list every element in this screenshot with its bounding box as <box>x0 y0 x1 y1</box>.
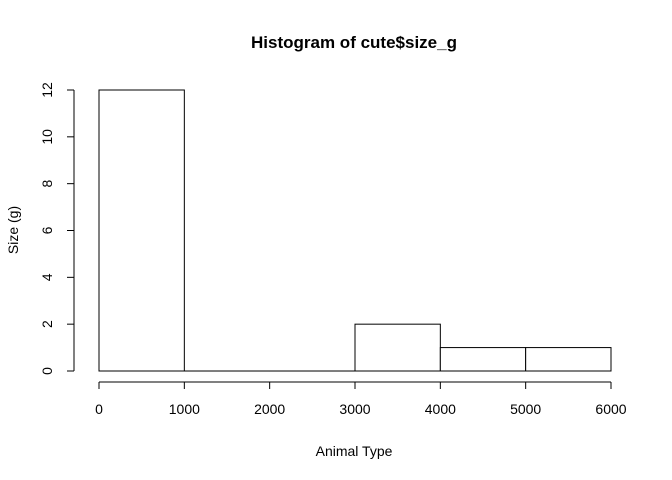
x-tick-label-4: 4000 <box>425 401 456 417</box>
x-tick-label-6: 6000 <box>595 401 626 417</box>
histogram-bar-3 <box>354 323 441 372</box>
y-tick-label-4: 8 <box>39 180 55 188</box>
chart-title: Histogram of cute$size_g <box>251 33 457 52</box>
x-axis: 0 1000 2000 3000 4000 5000 6000 <box>95 381 627 417</box>
y-tick-label-5: 10 <box>39 129 55 145</box>
histogram-bar-5 <box>525 347 612 372</box>
histogram-bar-0 <box>98 89 185 372</box>
x-tick-label-1: 1000 <box>169 401 200 417</box>
x-axis-label: Animal Type <box>316 443 393 459</box>
bars-group <box>98 89 612 372</box>
y-tick-label-3: 6 <box>39 226 55 234</box>
x-tick-label-2: 2000 <box>254 401 285 417</box>
y-axis-label: Size (g) <box>5 206 21 254</box>
histogram-bar-4 <box>439 347 527 372</box>
x-tick-label-5: 5000 <box>510 401 541 417</box>
x-tick-label-0: 0 <box>95 401 103 417</box>
y-tick-label-1: 2 <box>39 320 55 328</box>
x-tick-label-3: 3000 <box>339 401 370 417</box>
y-tick-label-0: 0 <box>39 367 55 375</box>
y-tick-label-2: 4 <box>39 273 55 281</box>
y-axis: 0 2 4 6 8 10 12 <box>39 82 75 375</box>
y-tick-label-6: 12 <box>39 82 55 98</box>
